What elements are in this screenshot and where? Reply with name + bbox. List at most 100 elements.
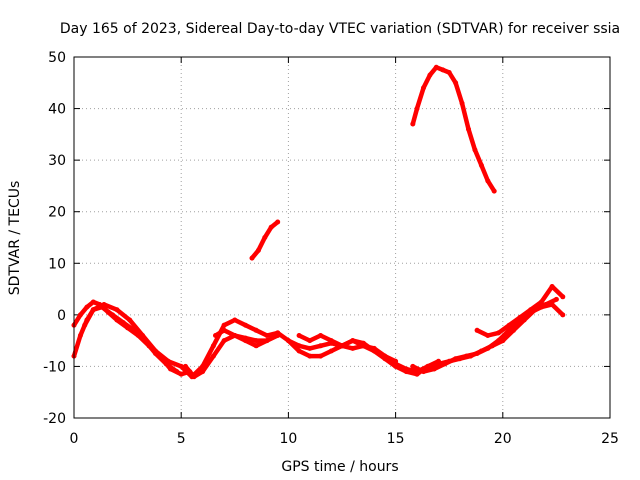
chart-title: Day 165 of 2023, Sidereal Day-to-day VTE… [60, 21, 620, 37]
data-point [307, 338, 313, 344]
data-point [90, 299, 96, 305]
data-point [110, 312, 116, 318]
data-point [459, 100, 465, 106]
data-point [517, 314, 523, 320]
data-point [221, 327, 227, 333]
data-point [496, 330, 501, 336]
data-point [339, 343, 345, 349]
data-point [425, 363, 431, 369]
data-point [427, 72, 433, 78]
data-point [285, 338, 291, 344]
data-point [521, 317, 527, 323]
x-tick-label: 15 [387, 431, 405, 447]
y-tick-label: 30 [48, 153, 66, 169]
data-point [500, 338, 506, 344]
x-tick-label: 10 [279, 431, 297, 447]
y-axis-label: SDTVAR / TECUs [7, 181, 23, 296]
data-point [84, 304, 90, 310]
data-point [296, 348, 302, 354]
data-point [446, 70, 452, 75]
data-point [127, 317, 133, 323]
data-point [433, 64, 439, 70]
data-point [221, 338, 227, 344]
data-point [253, 338, 259, 344]
x-tick-label: 25 [601, 431, 619, 447]
data-point [221, 322, 227, 328]
data-point [140, 333, 146, 338]
data-point [360, 340, 366, 346]
x-axis-label: GPS time / hours [281, 459, 398, 475]
data-point [382, 353, 388, 359]
data-point [474, 351, 480, 356]
y-tick-label: 0 [57, 308, 66, 324]
data-point [560, 312, 566, 318]
grid-lines [74, 57, 610, 418]
data-point [440, 67, 446, 73]
series-line-track-4 [183, 333, 280, 379]
data-point [506, 322, 512, 328]
data-point [393, 363, 399, 369]
data-point [414, 371, 420, 377]
data-point [393, 358, 399, 364]
data-point [90, 307, 96, 313]
data-point [371, 348, 377, 354]
data-point [232, 333, 238, 338]
series-line-track-8 [296, 333, 398, 364]
data-point [478, 162, 484, 168]
data-point [82, 322, 88, 328]
data-point [532, 307, 538, 313]
data-point [421, 85, 426, 91]
data-point [474, 327, 480, 333]
data-point [466, 126, 471, 132]
data-point [191, 374, 197, 380]
x-tick-label: 0 [70, 431, 79, 447]
data-point [453, 356, 459, 362]
y-tick-label: -20 [43, 411, 66, 427]
data-point [264, 333, 270, 338]
data-point [350, 345, 356, 351]
data-point [410, 121, 416, 127]
data-point [491, 188, 497, 194]
data-point [549, 284, 555, 289]
data-point [453, 80, 459, 86]
data-point [255, 247, 261, 253]
data-point [275, 219, 281, 225]
data-point [318, 333, 324, 338]
data-point [350, 338, 356, 344]
y-tick-label: 10 [48, 256, 66, 272]
data-point [485, 333, 491, 338]
data-point [431, 366, 437, 372]
data-point [307, 345, 313, 351]
data-point [538, 299, 544, 305]
data-point [275, 330, 281, 336]
data-point [243, 322, 248, 328]
data-point [210, 353, 216, 359]
data-point [328, 348, 334, 354]
data-point [178, 371, 184, 377]
data-point [485, 345, 491, 351]
data-point [296, 333, 302, 338]
data-point [253, 327, 259, 333]
data-point [232, 317, 238, 323]
data-point [560, 294, 566, 300]
data-point [307, 353, 313, 359]
data-point [243, 338, 248, 344]
data-point [213, 333, 218, 338]
data-point [403, 369, 409, 375]
data-point [421, 369, 426, 375]
data-point [318, 343, 324, 349]
data-point [200, 369, 206, 375]
data-point [511, 327, 516, 333]
y-tick-label: 20 [48, 205, 66, 221]
data-point [114, 307, 120, 313]
data-point [77, 333, 83, 338]
plot-frame [73, 56, 611, 419]
data-series [71, 64, 566, 380]
data-point [183, 363, 188, 369]
data-point [210, 343, 216, 349]
data-point [253, 343, 259, 349]
data-point [472, 147, 478, 153]
y-tick-label: 40 [48, 102, 66, 118]
data-point [485, 178, 491, 184]
